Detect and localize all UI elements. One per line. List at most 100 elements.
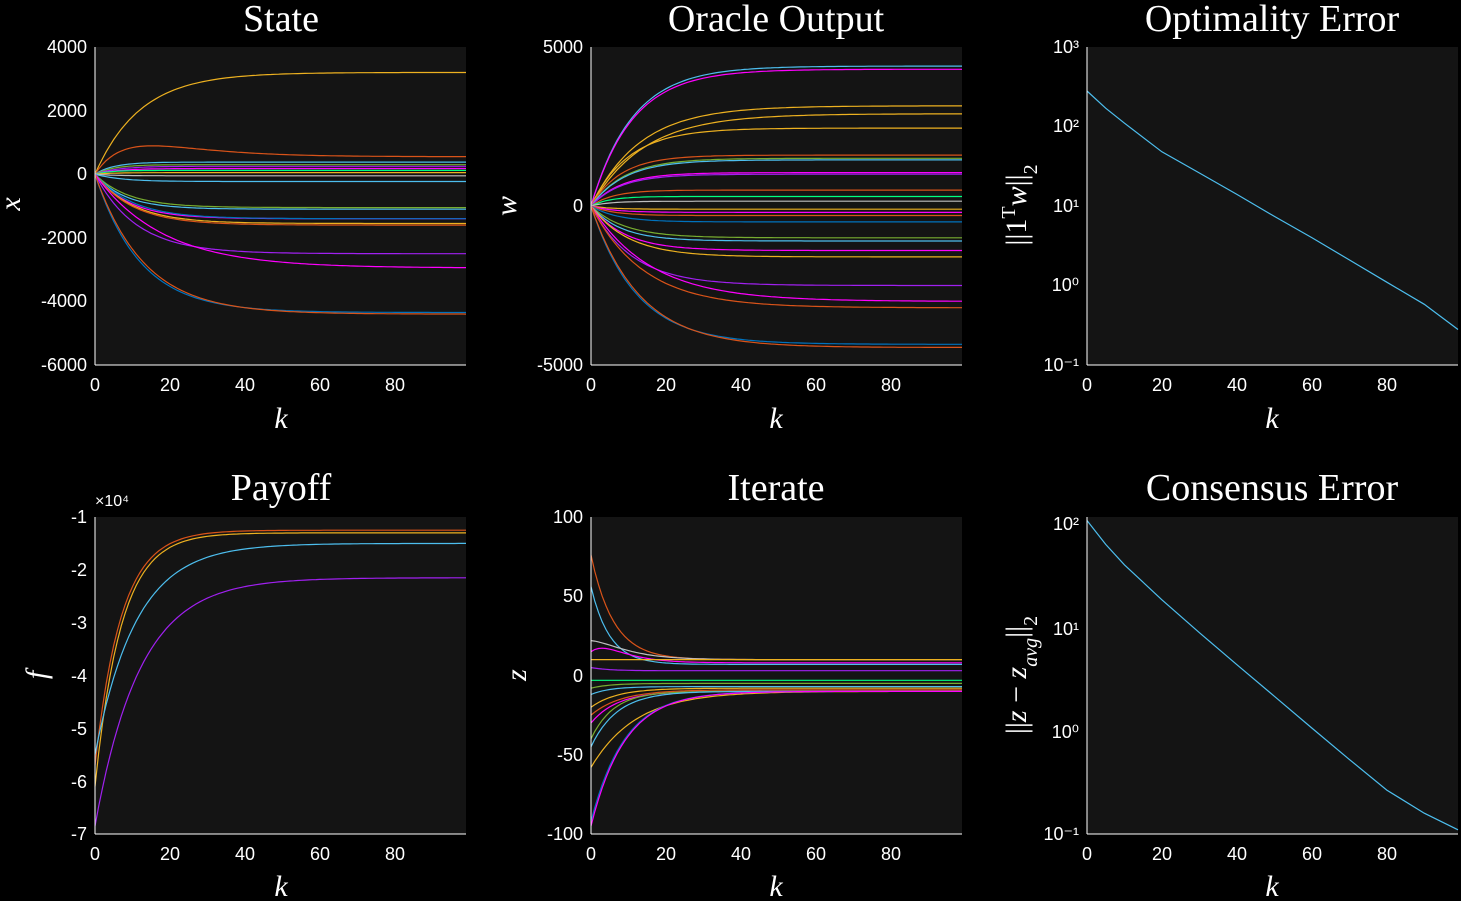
ytick-label: -6000 — [41, 355, 87, 375]
xtick-label: 40 — [1227, 375, 1247, 395]
series-line-1-10 — [590, 189, 962, 207]
xtick-label: 80 — [1377, 844, 1397, 864]
chart-title-oracle-output: Oracle Output — [668, 0, 885, 40]
plot-area-state — [95, 47, 466, 365]
y-axis-label-payoff: f — [20, 667, 53, 679]
x-axis-label-payoff: k — [274, 870, 288, 901]
series-line-0-7 — [94, 172, 466, 175]
x-axis-label-optimality-error: k — [1265, 402, 1279, 435]
ytick-label: 10¹ — [1053, 619, 1079, 639]
xtick-label: 60 — [806, 844, 826, 864]
series-line-3-2 — [94, 542, 466, 755]
ytick-label: -6 — [71, 772, 87, 792]
ytick-label: -5000 — [537, 355, 583, 375]
series-lines-optimality-error — [1086, 90, 1459, 330]
ytick-label: 10⁰ — [1052, 722, 1079, 742]
series-line-0-10 — [94, 173, 466, 209]
series-line-1-25 — [590, 205, 962, 348]
chart-title-consensus-error: Consensus Error — [1146, 467, 1399, 509]
xtick-label: 20 — [1152, 844, 1172, 864]
ytick-label: 5000 — [543, 37, 583, 57]
series-line-0-19 — [94, 173, 467, 315]
series-line-3-3 — [94, 577, 466, 827]
series-line-3-0 — [94, 529, 466, 766]
series-line-1-4 — [590, 127, 962, 207]
xtick-label: 40 — [235, 375, 255, 395]
chart-title-iterate: Iterate — [727, 467, 824, 509]
panel-optimality-error: Optimality Error 10³ 10² 10¹ 10⁰ 10⁻¹ 0 … — [998, 0, 1459, 435]
chart-title-payoff: Payoff — [231, 467, 332, 509]
ytick-label: 10² — [1053, 116, 1079, 136]
xtick-label: 20 — [160, 375, 180, 395]
ytick-label: -7 — [71, 824, 87, 844]
series-line-4-10 — [590, 689, 962, 716]
series-line-1-5 — [590, 154, 962, 207]
series-line-0-15 — [94, 173, 466, 226]
series-line-0-13 — [94, 173, 466, 220]
series-line-1-24 — [590, 205, 962, 345]
xtick-label: 0 — [90, 375, 100, 395]
xtick-label: 0 — [90, 844, 100, 864]
series-lines-oracle-output — [590, 65, 962, 348]
ytick-label: 50 — [563, 586, 583, 606]
plot-area-iterate — [591, 517, 962, 834]
ytick-label: 0 — [573, 196, 583, 216]
series-line-0-11 — [94, 173, 466, 210]
series-line-1-9 — [590, 173, 962, 207]
series-line-4-9 — [590, 687, 962, 708]
ytick-label: 0 — [573, 666, 583, 686]
x-axis-label-iterate: k — [769, 870, 783, 901]
xtick-label: 60 — [310, 375, 330, 395]
xtick-label: 60 — [1302, 375, 1322, 395]
ytick-label: 10³ — [1053, 37, 1079, 57]
panel-payoff: Payoff ×10⁴ -1 -2 -3 -4 -5 -6 -7 0 20 40… — [20, 467, 466, 901]
xtick-label: 0 — [586, 844, 596, 864]
series-line-0-18 — [94, 174, 466, 314]
series-line-0-17 — [94, 173, 466, 269]
ytick-label: -2000 — [41, 228, 87, 248]
series-line-4-16 — [590, 690, 962, 827]
x-axis-label-state: k — [274, 402, 288, 435]
series-line-1-6 — [590, 157, 962, 207]
series-line-0-0 — [94, 71, 466, 175]
xtick-label: 40 — [1227, 844, 1247, 864]
xtick-label: 0 — [586, 375, 596, 395]
xtick-label: 40 — [731, 375, 751, 395]
ytick-label: -4 — [71, 666, 87, 686]
series-line-2-0 — [1086, 90, 1459, 330]
series-line-0-6 — [94, 169, 466, 175]
series-line-1-12 — [590, 200, 962, 207]
xtick-label: 60 — [310, 844, 330, 864]
ytick-label: 10⁻¹ — [1043, 355, 1079, 375]
plot-area-consensus-error — [1087, 517, 1458, 834]
xtick-label: 0 — [1082, 375, 1092, 395]
ytick-label: 4000 — [47, 37, 87, 57]
ytick-label: 10⁰ — [1052, 275, 1079, 295]
series-line-1-20 — [590, 205, 962, 258]
ytick-label: -4000 — [41, 291, 87, 311]
series-line-1-18 — [590, 205, 962, 242]
plot-area-oracle-output — [591, 47, 962, 365]
series-line-4-8 — [590, 686, 962, 696]
series-line-1-1 — [590, 68, 962, 207]
panel-iterate: Iterate 100 50 0 -50 -100 0 20 40 60 80 … — [500, 467, 962, 901]
series-line-1-3 — [590, 113, 962, 207]
xtick-label: 20 — [656, 375, 676, 395]
series-line-4-1 — [590, 586, 962, 665]
series-line-1-15 — [590, 205, 962, 217]
series-line-1-14 — [590, 205, 962, 213]
series-line-3-1 — [94, 532, 466, 787]
ytick-label: 10¹ — [1053, 196, 1079, 216]
series-line-1-16 — [590, 205, 962, 223]
y-axis-label-iterate: z — [500, 669, 533, 682]
ytick-label: -50 — [557, 745, 583, 765]
y-axis-label-optimality-error: ||1Tw||2 — [998, 164, 1042, 245]
series-line-4-7 — [590, 682, 962, 689]
series-line-1-7 — [590, 159, 962, 207]
ytick-label: -3 — [71, 613, 87, 633]
xtick-label: 60 — [806, 375, 826, 395]
series-line-1-8 — [590, 172, 962, 207]
series-line-5-0 — [1086, 520, 1459, 831]
panel-oracle-output: Oracle Output 5000 0 -5000 0 20 40 60 80… — [490, 0, 962, 435]
